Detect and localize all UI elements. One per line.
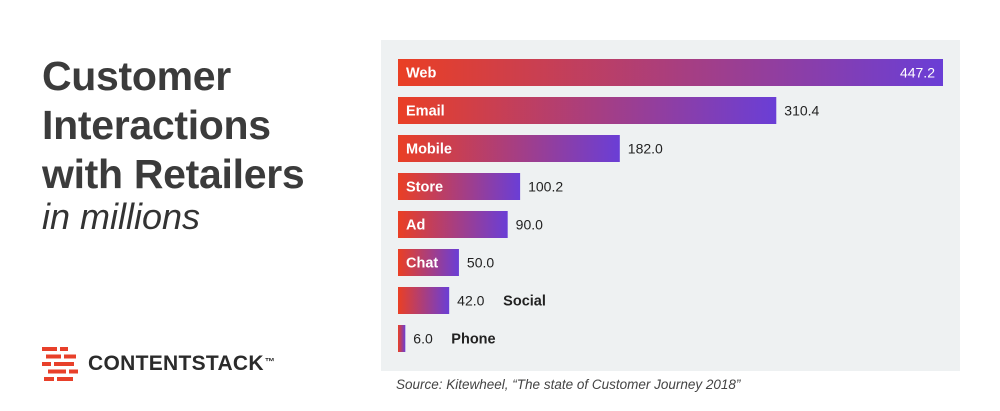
category-label-social: Social [503, 294, 546, 310]
value-label-ad: 90.0 [516, 217, 543, 233]
value-label-mobile: 182.0 [628, 141, 663, 157]
bar-ad [398, 211, 508, 238]
category-label-email: Email [406, 104, 445, 120]
value-label-phone: 6.0 [413, 331, 433, 347]
category-label-web: Web [406, 66, 436, 82]
source-note: Source: Kitewheel, “The state of Custome… [396, 377, 741, 392]
brand-logo: CONTENTSTACK ™ [42, 347, 275, 381]
brand-name: CONTENTSTACK [88, 352, 264, 375]
category-label-phone: Phone [451, 332, 495, 348]
bar-mobile [398, 135, 620, 162]
category-label-chat: Chat [406, 256, 438, 272]
value-label-store: 100.2 [528, 179, 563, 195]
title-line-3: with Retailers [42, 151, 305, 197]
title-line-2: Interactions [42, 102, 271, 148]
title-line-1: Customer [42, 53, 231, 99]
bar-chat [398, 249, 459, 276]
bar-store [398, 173, 521, 200]
contentstack-logo-icon [42, 347, 78, 381]
value-label-web: 447.2 [900, 65, 935, 81]
chart-subtitle: in millions [42, 196, 201, 237]
chart-title: Customer Interactions with Retailers [42, 52, 305, 199]
bar-phone [398, 325, 406, 352]
bar-chart: 447.2 Web 310.4 Email 182.0 Mobile 100.2 Store 9… [398, 59, 943, 352]
category-label-ad: Ad [406, 218, 425, 234]
value-label-social: 42.0 [457, 293, 484, 309]
brand-trademark: ™ [264, 356, 275, 368]
category-label-mobile: Mobile [406, 142, 452, 158]
bar-web [398, 59, 943, 86]
bar-email [398, 97, 777, 124]
chart-panel: 447.2 Web 310.4 Email 182.0 Mobile 100.2 Store 9… [381, 40, 960, 371]
bar-social [398, 287, 450, 314]
category-label-store: Store [406, 180, 443, 196]
value-label-chat: 50.0 [467, 255, 494, 271]
value-label-email: 310.4 [784, 103, 819, 119]
